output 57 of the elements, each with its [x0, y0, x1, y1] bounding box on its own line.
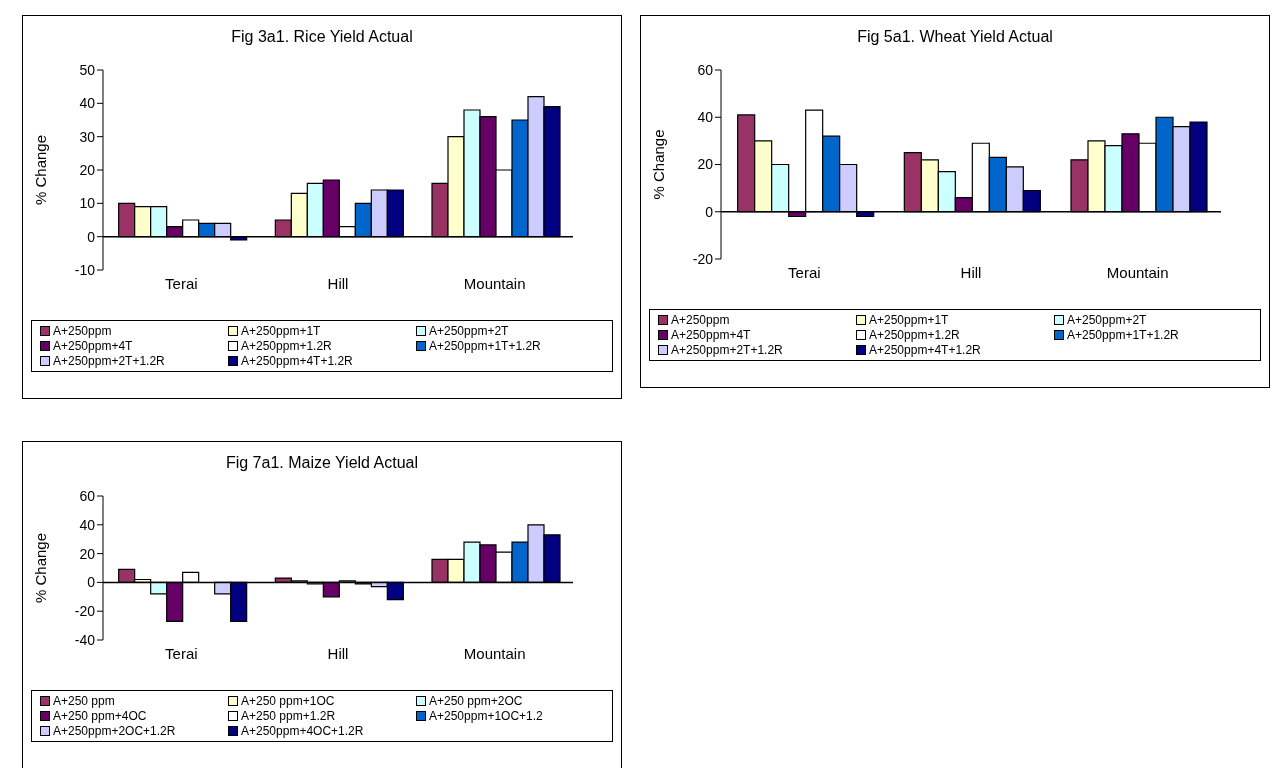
legend-label: A+250ppm+4T+1.2R: [869, 343, 981, 357]
legend-label: A+250ppm+1T+1.2R: [429, 339, 541, 353]
legend-label: A+250ppm+2OC+1.2R: [53, 724, 176, 738]
x-tick-label: Mountain: [1106, 263, 1169, 281]
legend-label: A+250ppm+1T+1.2R: [1067, 328, 1179, 342]
legend-label: A+250ppm: [671, 313, 730, 327]
y-tick-label: 30: [79, 128, 96, 145]
legend-label: A+250ppm: [53, 324, 112, 338]
x-tick-label: Mountain: [463, 644, 526, 662]
y-axis-title: % Change: [32, 134, 50, 206]
x-tick-label: Hill: [327, 274, 349, 292]
y-tick-label: 20: [79, 545, 96, 562]
y-tick-label: -40: [74, 631, 96, 648]
legend-label: A+250ppm+2T+1.2R: [671, 343, 783, 357]
y-tick-label: 40: [697, 109, 714, 126]
y-tick-label: -20: [692, 250, 714, 267]
x-tick-label: Terai: [165, 274, 198, 292]
legend-label: A+250 ppm: [53, 694, 115, 708]
y-tick-label: 10: [79, 195, 96, 212]
legend-label: A+250ppm+2T+1.2R: [53, 354, 165, 368]
y-tick-label: 0: [87, 574, 96, 591]
legend-label: A+250 ppm+2OC: [429, 694, 523, 708]
x-tick-label: Mountain: [463, 274, 526, 292]
y-axis-title: % Change: [650, 129, 668, 200]
x-tick-label: Terai: [165, 644, 198, 662]
x-tick-label: Hill: [327, 644, 349, 662]
x-tick-label: Hill: [960, 263, 982, 281]
legend-label: A+250 ppm+1.2R: [241, 709, 336, 723]
chart-title: Fig 5a1. Wheat Yield Actual: [856, 28, 1054, 47]
chart-title: Fig 7a1. Maize Yield Actual: [224, 454, 420, 473]
y-tick-label: 40: [79, 95, 96, 112]
x-tick-label: Terai: [788, 263, 821, 281]
y-tick-label: 20: [79, 161, 96, 178]
legend-label: A+250ppm+4T+1.2R: [241, 354, 353, 368]
y-tick-label: -10: [74, 261, 96, 278]
legend-label: A+250ppm+4T: [671, 328, 751, 342]
y-tick-label: 20: [697, 156, 714, 173]
legend-label: A+250ppm+1.2R: [869, 328, 960, 342]
legend-label: A+250ppm+1T: [241, 324, 321, 338]
y-tick-label: 50: [79, 61, 96, 78]
legend-label: A+250ppm+4OC+1.2R: [241, 724, 364, 738]
y-tick-label: 60: [697, 61, 714, 78]
y-tick-label: 60: [79, 487, 96, 504]
legend-label: A+250ppm+1T: [869, 313, 949, 327]
legend-label: A+250ppm+2T: [429, 324, 509, 338]
chart-title: Fig 3a1. Rice Yield Actual: [230, 28, 414, 47]
legend-label: A+250 ppm+4OC: [53, 709, 147, 723]
y-tick-label: -20: [74, 603, 96, 620]
y-tick-label: 40: [79, 516, 96, 533]
legend-label: A+250ppm+4T: [53, 339, 133, 353]
y-axis-title: % Change: [32, 532, 50, 604]
legend-label: A+250ppm+1.2R: [241, 339, 332, 353]
legend-label: A+250ppm+2T: [1067, 313, 1147, 327]
y-tick-label: 0: [87, 228, 96, 245]
y-tick-label: 0: [705, 203, 714, 220]
legend-label: A+250 ppm+1OC: [241, 694, 335, 708]
legend-label: A+250ppm+1OC+1.2: [429, 709, 543, 723]
